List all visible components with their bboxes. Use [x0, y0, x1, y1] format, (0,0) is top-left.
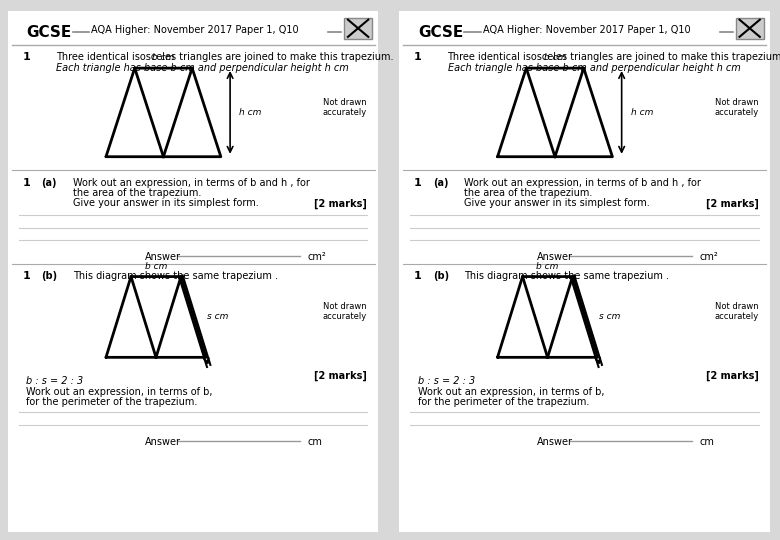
Text: Not drawn
accurately: Not drawn accurately: [714, 302, 759, 321]
Text: Each triangle has base b cm and perpendicular height h cm: Each triangle has base b cm and perpendi…: [56, 63, 349, 73]
Text: GCSE: GCSE: [27, 25, 72, 40]
Text: 1: 1: [414, 52, 422, 63]
FancyBboxPatch shape: [6, 8, 380, 535]
Text: 1: 1: [414, 271, 422, 281]
Text: GCSE: GCSE: [418, 25, 463, 40]
Text: Answer: Answer: [145, 436, 181, 447]
Text: Work out an expression, in terms of b and h , for: Work out an expression, in terms of b an…: [464, 178, 701, 187]
Text: s cm: s cm: [599, 313, 620, 321]
Text: cm²: cm²: [700, 252, 718, 262]
Text: cm²: cm²: [308, 252, 327, 262]
Text: h cm: h cm: [631, 108, 654, 117]
Text: Three identical isosceles triangles are joined to make this trapezium.: Three identical isosceles triangles are …: [448, 52, 780, 63]
Text: [2 marks]: [2 marks]: [706, 370, 759, 381]
Text: 1: 1: [23, 271, 30, 281]
Text: Answer: Answer: [537, 252, 573, 262]
Text: (a): (a): [433, 178, 448, 187]
Text: Three identical isosceles triangles are joined to make this trapezium.: Three identical isosceles triangles are …: [56, 52, 393, 63]
Text: This diagram shows the same trapezium .: This diagram shows the same trapezium .: [464, 271, 669, 281]
Text: 1: 1: [414, 178, 422, 187]
Text: (b): (b): [433, 271, 448, 281]
Text: b : s = 2 : 3: b : s = 2 : 3: [27, 376, 83, 386]
Text: for the perimeter of the trapezium.: for the perimeter of the trapezium.: [418, 397, 589, 408]
Text: cm: cm: [308, 436, 323, 447]
Text: 1: 1: [23, 52, 30, 63]
Text: 1: 1: [23, 178, 30, 187]
Text: b cm: b cm: [544, 53, 566, 62]
Text: b : s = 2 : 3: b : s = 2 : 3: [418, 376, 475, 386]
Text: s cm: s cm: [207, 313, 229, 321]
Text: [2 marks]: [2 marks]: [314, 198, 367, 208]
Text: Work out an expression, in terms of b and h , for: Work out an expression, in terms of b an…: [73, 178, 310, 187]
Text: Not drawn
accurately: Not drawn accurately: [323, 302, 367, 321]
Text: the area of the trapezium.: the area of the trapezium.: [464, 188, 593, 198]
Text: the area of the trapezium.: the area of the trapezium.: [73, 188, 201, 198]
Text: (b): (b): [41, 271, 57, 281]
Text: h cm: h cm: [239, 108, 262, 117]
Text: for the perimeter of the trapezium.: for the perimeter of the trapezium.: [27, 397, 197, 408]
Text: cm: cm: [700, 436, 714, 447]
Text: b cm: b cm: [145, 262, 167, 271]
FancyBboxPatch shape: [344, 18, 372, 39]
Text: b cm: b cm: [537, 262, 558, 271]
Text: [2 marks]: [2 marks]: [706, 198, 759, 208]
Text: This diagram shows the same trapezium .: This diagram shows the same trapezium .: [73, 271, 278, 281]
FancyBboxPatch shape: [736, 18, 764, 39]
Text: Work out an expression, in terms of b,: Work out an expression, in terms of b,: [418, 387, 604, 396]
Text: AQA Higher: November 2017 Paper 1, Q10: AQA Higher: November 2017 Paper 1, Q10: [483, 25, 690, 36]
Text: [2 marks]: [2 marks]: [314, 370, 367, 381]
Text: Answer: Answer: [537, 436, 573, 447]
Text: Not drawn
accurately: Not drawn accurately: [323, 98, 367, 117]
Text: (a): (a): [41, 178, 57, 187]
FancyBboxPatch shape: [398, 8, 771, 535]
Text: AQA Higher: November 2017 Paper 1, Q10: AQA Higher: November 2017 Paper 1, Q10: [91, 25, 299, 36]
Text: Give your answer in its simplest form.: Give your answer in its simplest form.: [464, 198, 650, 208]
Text: Not drawn
accurately: Not drawn accurately: [714, 98, 759, 117]
Text: Answer: Answer: [145, 252, 181, 262]
Text: Work out an expression, in terms of b,: Work out an expression, in terms of b,: [27, 387, 213, 396]
Text: b cm: b cm: [152, 53, 175, 62]
Text: Each triangle has base b cm and perpendicular height h cm: Each triangle has base b cm and perpendi…: [448, 63, 740, 73]
Text: Give your answer in its simplest form.: Give your answer in its simplest form.: [73, 198, 258, 208]
